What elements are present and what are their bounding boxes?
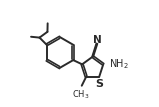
- Text: NH$_2$: NH$_2$: [109, 57, 129, 71]
- Text: S: S: [95, 79, 104, 89]
- Text: N: N: [93, 35, 101, 45]
- Text: CH$_3$: CH$_3$: [73, 88, 90, 101]
